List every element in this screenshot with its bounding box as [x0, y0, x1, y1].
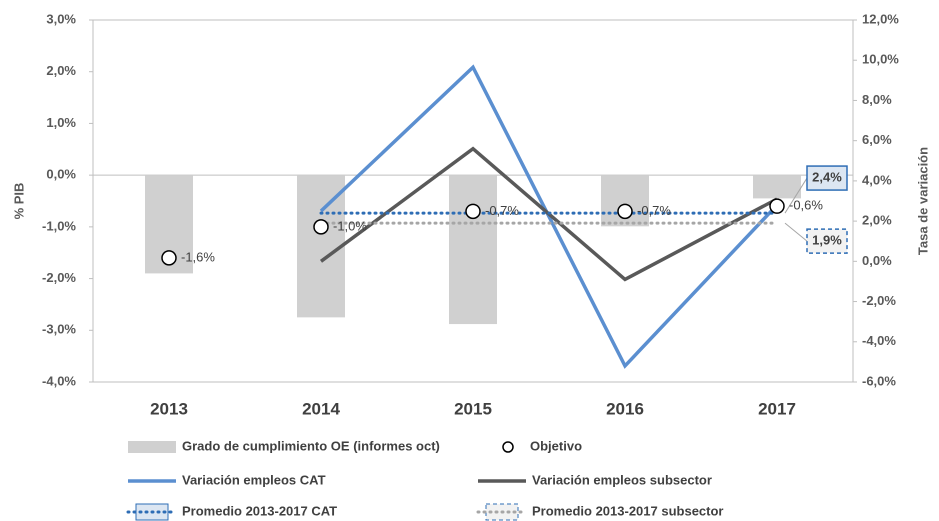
- marker: [313, 219, 329, 235]
- line: [319, 64, 779, 369]
- data-label: -0,7%: [485, 203, 519, 218]
- y-tick-label: 3,0%: [46, 11, 76, 26]
- legend-label: Promedio 2013-2017 subsector: [532, 503, 723, 518]
- y-tick-label: 2,0%: [46, 63, 76, 78]
- legend-label: Variación empleos subsector: [532, 472, 712, 487]
- data-label: -1,0%: [333, 218, 367, 233]
- data-label: 1,9%: [812, 233, 842, 248]
- legend-label: Objetivo: [530, 438, 582, 453]
- y2-tick-label: 4,0%: [862, 172, 892, 187]
- legend-label: Promedio 2013-2017 CAT: [182, 503, 337, 518]
- data-label: -1,6%: [181, 249, 215, 264]
- y-tick-label: -1,0%: [42, 218, 76, 233]
- data-label: -0,7%: [637, 203, 671, 218]
- legend-swatch: [502, 441, 514, 453]
- x-tick-label: 2017: [758, 399, 796, 418]
- marker: [161, 250, 177, 266]
- legend-label: Grado de cumplimiento OE (informes oct): [182, 438, 440, 453]
- legend-label: Variación empleos CAT: [182, 472, 326, 487]
- x-tick-label: 2014: [302, 399, 340, 418]
- label-leader: [784, 222, 808, 242]
- marker: [617, 203, 633, 220]
- y2-tick-label: 2,0%: [862, 213, 892, 228]
- bar: [449, 175, 497, 325]
- y2-tick-label: 8,0%: [862, 92, 892, 107]
- y2-tick-label: 6,0%: [862, 132, 892, 147]
- y-tick-label: -3,0%: [42, 322, 76, 337]
- y-tick-label: 0,0%: [46, 167, 76, 182]
- label-box: [806, 165, 848, 191]
- y-tick-label: 1,0%: [46, 115, 76, 130]
- y2-tick-label: -6,0%: [862, 373, 896, 388]
- plot-frame: [92, 19, 854, 383]
- y-tick-label: -4,0%: [42, 373, 76, 388]
- legend-swatch: [128, 441, 176, 453]
- x-tick-label: 2016: [606, 399, 644, 418]
- marker: [465, 203, 481, 220]
- marker: [769, 198, 785, 214]
- y-tick-label: -2,0%: [42, 270, 76, 285]
- bar: [753, 175, 801, 199]
- x-tick-label: 2013: [150, 399, 188, 418]
- y2-tick-label: 0,0%: [862, 253, 892, 268]
- y2-tick-label: 12,0%: [862, 11, 899, 26]
- label-box: [806, 228, 848, 254]
- y-axis-label: % PIB: [11, 183, 26, 220]
- y2-tick-label: -4,0%: [862, 333, 896, 348]
- x-tick-label: 2015: [454, 399, 492, 418]
- y2-tick-label: 10,0%: [862, 52, 899, 67]
- bar: [297, 175, 345, 318]
- y2-axis-label: Tasa de variación: [915, 147, 930, 255]
- label-leader: [784, 177, 808, 214]
- data-label: -0,6%: [789, 198, 823, 213]
- data-label: 2,4%: [812, 170, 842, 185]
- y2-tick-label: -2,0%: [862, 293, 896, 308]
